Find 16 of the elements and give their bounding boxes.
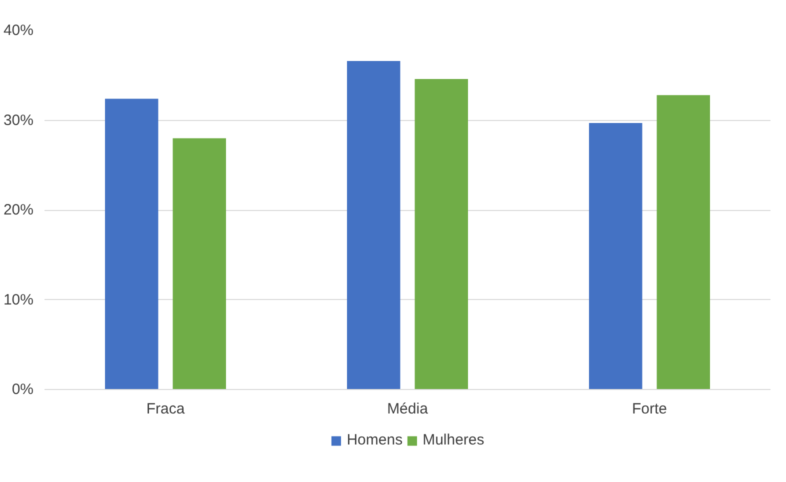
legend-label: Homens [346, 432, 403, 448]
x-tick-label: Forte [632, 400, 668, 418]
y-tick-label: 20% [3, 202, 34, 218]
y-tick-label: 0% [12, 381, 34, 398]
bar [656, 95, 710, 390]
y-tick-label: 10% [3, 291, 34, 308]
bar [172, 138, 226, 390]
y-tick-label: 30% [3, 112, 34, 129]
x-tick-label: Média [387, 400, 429, 418]
x-tick-label: Fraca [146, 400, 186, 418]
bar [589, 122, 642, 390]
y-tick-label: 40% [3, 22, 34, 39]
bar [414, 78, 468, 390]
bar [347, 61, 400, 390]
legend-label: Mulheres [422, 432, 484, 448]
bar [105, 98, 158, 390]
